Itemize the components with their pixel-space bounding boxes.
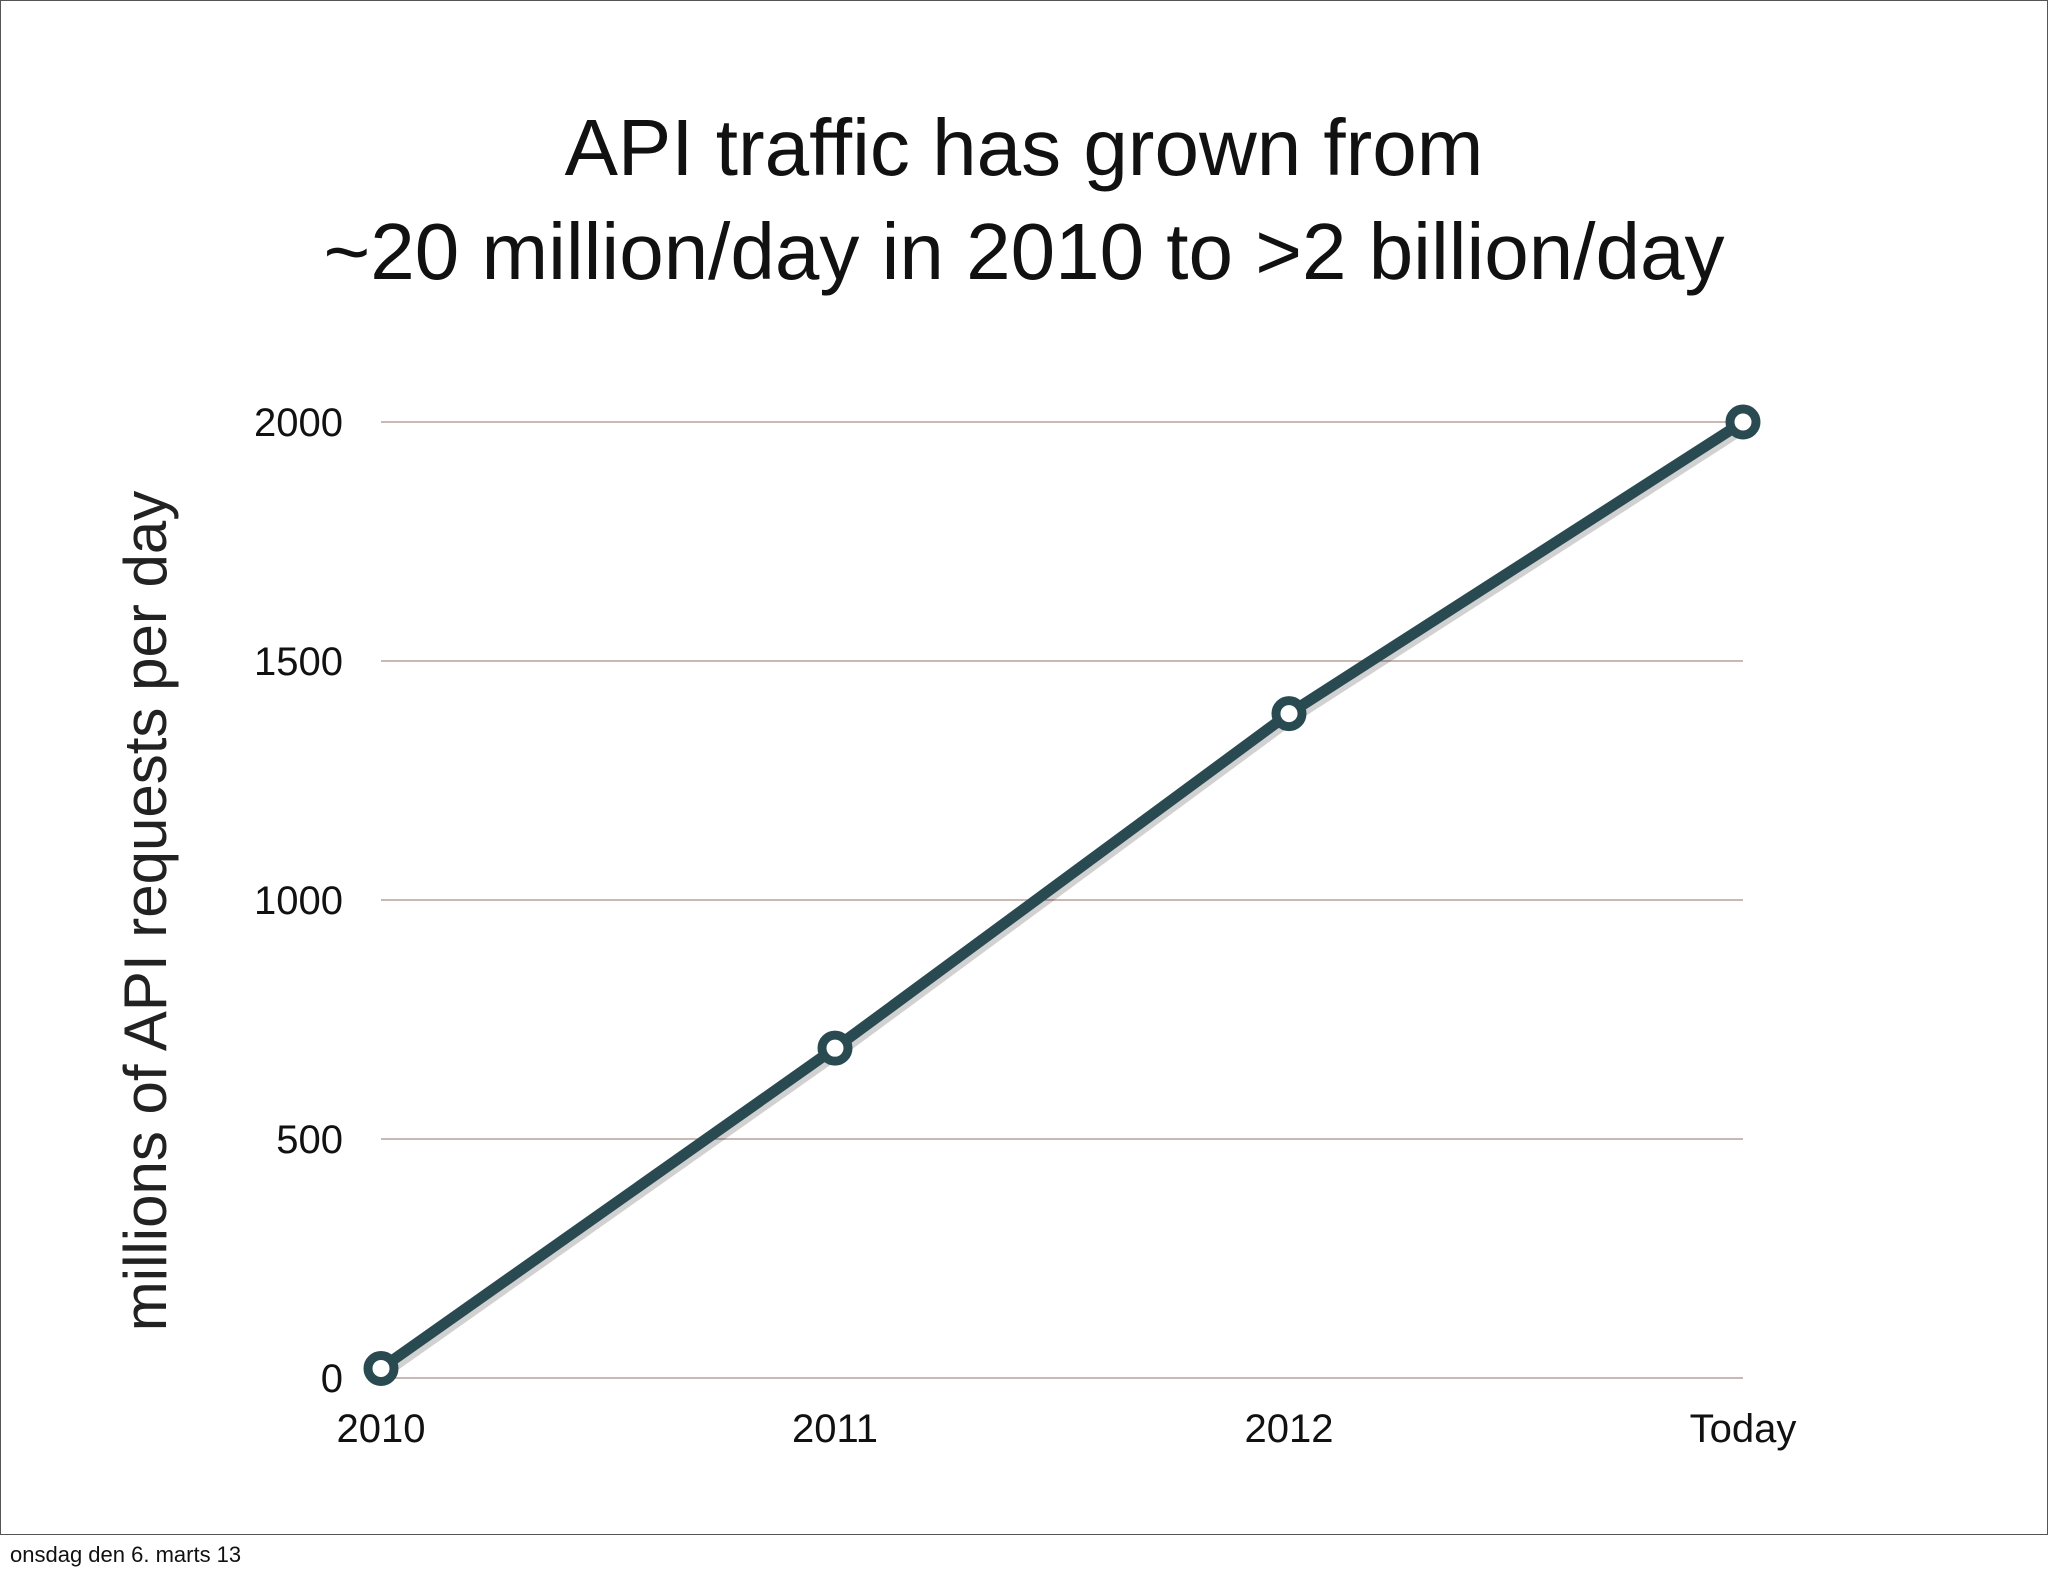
y-tick-label: 1500 [254,640,343,684]
y-tick-label: 500 [276,1118,343,1162]
x-tick-label: 2011 [792,1407,878,1451]
x-tick-label: 2010 [337,1407,426,1451]
series-line [375,416,1749,1374]
data-point [1725,404,1761,440]
chart-title-line-2: ~20 million/day in 2010 to >2 billion/da… [323,207,1725,296]
data-point [1271,696,1307,732]
series-line-shadow [378,420,1752,1379]
x-tick-label: Today [1690,1407,1797,1451]
footer-date: onsdag den 6. marts 13 [10,1542,242,1567]
x-tick-labels: 2010 2011 2012 Today [337,1407,1797,1451]
gridlines [381,421,1743,1379]
series-layer [375,416,1752,1379]
line-chart: 0 500 1000 1500 2000 2010 2011 2012 Today milli… [112,401,1797,1451]
y-axis-label: millions of API requests per day [112,491,179,1331]
y-tick-label: 2000 [254,401,343,445]
y-tick-label: 0 [321,1357,343,1401]
chart-title: API traffic has grown from ~20 million/d… [1,96,2047,304]
data-point [817,1030,853,1066]
x-tick-label: 2012 [1245,1407,1334,1451]
y-tick-labels: 0 500 1000 1500 2000 [254,401,343,1401]
data-point [363,1350,399,1386]
slide: API traffic has grown from ~20 million/d… [0,0,2048,1535]
chart-title-line-1: API traffic has grown from [564,103,1484,192]
data-point-markers [363,404,1761,1386]
y-tick-label: 1000 [254,879,343,923]
